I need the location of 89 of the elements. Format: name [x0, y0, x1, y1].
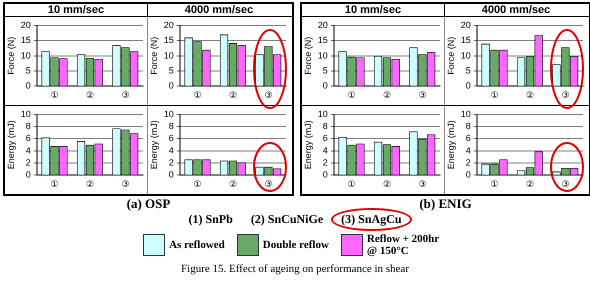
y-tick-label: 10: [318, 50, 328, 60]
x-tick-label: ②: [228, 90, 237, 100]
x-tick-label: ③: [121, 90, 130, 100]
x-tick-label: ③: [264, 90, 272, 100]
y-axis-title: Force (N): [302, 36, 313, 75]
x-tick-label: ①: [50, 179, 59, 190]
y-tick-label: 10: [318, 108, 328, 119]
x-tick-label: ①: [348, 90, 356, 100]
x-tick-label: ②: [86, 90, 94, 100]
x-tick-label: ①: [490, 90, 499, 100]
y-tick-label: 4: [168, 145, 174, 156]
text: (a) OSP: [126, 196, 170, 211]
y-tick-label: 5: [26, 65, 31, 76]
y-tick-label: 6: [322, 133, 328, 144]
y-axis-title: Energy (mJ): [302, 120, 313, 170]
y-tick-label: 4: [26, 145, 31, 156]
x-tick-label: ①: [50, 90, 59, 100]
y-tick-label: 10: [20, 108, 31, 119]
y-tick-label: 15: [20, 35, 31, 46]
y-axis-title: Force (N): [6, 36, 16, 75]
y-tick-label: 10: [460, 108, 471, 119]
y-tick-label: 4: [322, 145, 328, 156]
y-axis-title: Force (N): [148, 36, 159, 75]
y-axis-title: Force (N): [446, 36, 456, 75]
y-tick-label: 2: [26, 158, 31, 168]
x-tick-label: ②: [526, 179, 534, 190]
y-tick-label: 4: [466, 145, 471, 156]
y-tick-label: 2: [322, 158, 328, 168]
y-tick-label: 6: [466, 133, 471, 144]
y-tick-label: 0: [26, 80, 31, 91]
x-tick-label: ②: [382, 90, 391, 100]
y-tick-label: 8: [322, 121, 328, 132]
y-axis-title: Energy (mJ): [6, 120, 16, 170]
y-tick-label: 8: [466, 121, 471, 132]
y-tick-label: 0: [26, 170, 31, 180]
y-tick-label: 0: [168, 170, 174, 180]
text: (3) SnAgCu: [341, 212, 402, 226]
y-tick-label: 10: [164, 50, 174, 60]
legend-label: As reflowed: [169, 239, 225, 251]
x-tick-label: ③: [418, 179, 426, 190]
x-tick-label: ②: [382, 179, 391, 190]
y-tick-label: 8: [26, 121, 31, 132]
y-tick-label: 15: [318, 35, 328, 46]
y-tick-label: 10: [460, 50, 471, 60]
y-tick-label: 8: [168, 121, 174, 132]
caption: Figure 15. Effect of ageing on performance in shear: [180, 263, 410, 275]
chart-title: 10 mm/sec: [5, 4, 148, 16]
x-tick-label: ③: [418, 90, 426, 100]
y-tick-label: 10: [164, 108, 174, 119]
x-tick-label: ③: [561, 179, 570, 190]
y-tick-label: 10: [20, 50, 31, 60]
y-tick-label: 0: [466, 170, 471, 180]
y-tick-label: 20: [460, 20, 471, 30]
y-tick-label: 6: [168, 133, 174, 144]
x-tick-label: ①: [194, 179, 202, 190]
y-tick-label: 5: [168, 65, 174, 76]
chart-title: 4000 mm/sec: [480, 4, 552, 16]
y-tick-label: 5: [466, 65, 471, 76]
y-tick-label: 2: [466, 158, 471, 168]
text: (1) SnPb: [188, 212, 233, 226]
y-tick-label: 15: [460, 35, 471, 46]
x-tick-label: ③: [561, 90, 570, 100]
y-tick-label: 20: [164, 20, 174, 30]
y-axis-title: Energy (mJ): [148, 120, 159, 170]
x-tick-label: ②: [526, 90, 534, 100]
x-tick-label: ②: [86, 179, 94, 190]
x-tick-label: ①: [490, 179, 499, 190]
x-tick-label: ③: [264, 179, 272, 190]
y-tick-label: 20: [318, 20, 328, 30]
y-tick-label: 0: [466, 80, 471, 91]
text: (b) ENIG: [419, 196, 472, 211]
chart-title: 4000 mm/sec: [184, 4, 254, 16]
y-axis-title: Energy (mJ): [446, 120, 456, 170]
y-tick-label: 20: [20, 20, 31, 30]
legend-label: Reflow + 200hr @ 150°C: [366, 233, 440, 257]
chart-title: 10 mm/sec: [302, 4, 445, 16]
y-tick-label: 6: [26, 133, 31, 144]
x-tick-label: ①: [194, 90, 202, 100]
x-tick-label: ③: [121, 179, 130, 190]
legend-label: Double reflow: [262, 239, 329, 251]
text: (2) SnCuNiGe: [250, 212, 324, 226]
y-tick-label: 0: [168, 80, 174, 91]
y-tick-label: 5: [322, 65, 328, 76]
y-tick-label: 15: [164, 35, 174, 46]
y-tick-label: 0: [322, 170, 328, 180]
x-tick-label: ①: [348, 179, 356, 190]
x-tick-label: ②: [228, 179, 237, 190]
y-tick-label: 2: [168, 158, 174, 168]
y-tick-label: 0: [322, 80, 328, 91]
